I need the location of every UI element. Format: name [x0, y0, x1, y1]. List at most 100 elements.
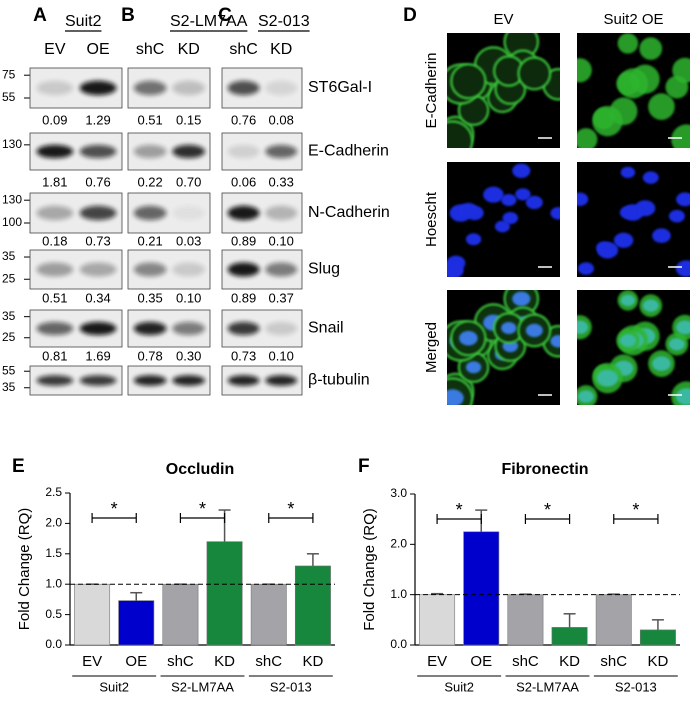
- blot-band: [133, 262, 167, 277]
- column-label: Suit2 OE: [603, 11, 663, 28]
- nucleus: [459, 202, 478, 218]
- bar: [419, 594, 456, 646]
- micrograph: [447, 33, 560, 148]
- blot-band: [265, 262, 298, 277]
- nucleus: [512, 163, 531, 178]
- sig-label: *: [287, 499, 294, 519]
- sig-label: *: [456, 500, 463, 520]
- blot-band: [172, 144, 206, 159]
- bar: [507, 594, 544, 646]
- sig-label: *: [111, 499, 118, 519]
- nucleus: [675, 388, 690, 405]
- mw-marker: 35: [2, 249, 16, 263]
- mw-marker: 35: [2, 309, 16, 323]
- blot-band: [36, 262, 74, 277]
- blot-band: [227, 144, 260, 159]
- bar: [74, 583, 111, 646]
- nucleus: [596, 241, 619, 259]
- cytoplasm: [672, 57, 690, 83]
- bar: [595, 594, 632, 646]
- x-tick-label: shC: [512, 653, 539, 670]
- blot-band: [133, 80, 167, 96]
- panel-letter: E: [12, 456, 25, 477]
- protein-label: E-Cadherin: [308, 143, 389, 160]
- lane-label: shC: [136, 41, 164, 58]
- blot-band: [79, 321, 117, 336]
- cytoplasm: [616, 71, 640, 96]
- mw-marker: 55: [2, 363, 16, 377]
- membrane: [517, 56, 552, 91]
- sig-label: *: [632, 500, 639, 520]
- blot-band: [172, 262, 206, 277]
- nucleus: [676, 192, 690, 207]
- nucleus: [515, 188, 531, 201]
- bar: [250, 583, 287, 646]
- y-axis-label: Fold Change (RQ): [16, 508, 33, 631]
- panel-letter: F: [358, 456, 370, 477]
- mw-marker: 25: [2, 330, 16, 344]
- band-quant: 0.89: [231, 233, 256, 248]
- nucleus: [676, 320, 690, 335]
- y-tick-label: 2.5: [45, 485, 62, 499]
- blot-band: [227, 80, 260, 96]
- bar: [206, 541, 243, 646]
- blot-band: [172, 80, 206, 96]
- blot-band: [265, 375, 298, 386]
- nucleus: [619, 334, 637, 347]
- membrane: [447, 120, 474, 148]
- x-tick-label: shC: [255, 653, 282, 670]
- nucleus: [596, 369, 619, 387]
- group-label: S2-013: [270, 679, 312, 694]
- chart-title: Occludin: [166, 461, 234, 478]
- nucleus: [512, 291, 531, 306]
- panel-letter: B: [121, 5, 135, 26]
- cells: [447, 290, 560, 405]
- bar: [639, 629, 676, 646]
- nucleus: [550, 206, 560, 220]
- x-tick-label: KD: [214, 653, 235, 670]
- blot-band: [36, 321, 74, 336]
- nucleus: [613, 232, 634, 248]
- x-tick-label: EV: [427, 653, 447, 670]
- nucleus: [675, 260, 690, 277]
- group-label: Suit2: [99, 679, 129, 694]
- panel-letter: A: [33, 5, 47, 26]
- micrograph: [447, 290, 560, 405]
- protein-label: Snail: [308, 320, 344, 337]
- blot-band: [133, 205, 167, 221]
- lane-label: KD: [178, 41, 200, 58]
- group-label: Suit2: [444, 679, 474, 694]
- blot-band: [227, 321, 260, 336]
- band-quant: 0.33: [269, 174, 294, 189]
- blot-band: [79, 375, 117, 386]
- blot-band: [172, 321, 206, 336]
- nucleus: [652, 356, 671, 371]
- row-label: Hoescht: [423, 191, 440, 247]
- row-label: E-Cadherin: [423, 53, 440, 129]
- nucleus: [501, 321, 517, 335]
- blot-band: [36, 375, 74, 386]
- lane-label: EV: [44, 41, 66, 58]
- sig-label: *: [544, 500, 551, 520]
- cytoplasm: [671, 124, 690, 148]
- group-label: S2-LM7AA: [516, 679, 579, 694]
- cells: [577, 166, 690, 277]
- x-tick-label: shC: [167, 653, 194, 670]
- protein-label: β-tubulin: [308, 372, 370, 389]
- nucleus: [550, 334, 560, 348]
- lane-label: OE: [87, 41, 110, 58]
- membrane: [450, 63, 487, 100]
- band-quant: 0.81: [42, 348, 67, 363]
- bar: [118, 600, 155, 646]
- blot-band: [36, 80, 74, 96]
- band-quant: 0.51: [42, 290, 67, 305]
- nucleus: [577, 262, 595, 275]
- band-quant: 0.76: [85, 174, 110, 189]
- nucleus: [447, 389, 464, 405]
- mw-marker: 100: [2, 215, 22, 229]
- blot-band: [227, 375, 260, 386]
- nucleus: [525, 195, 543, 210]
- band-quant: 0.09: [42, 112, 67, 127]
- x-tick-label: KD: [647, 653, 668, 670]
